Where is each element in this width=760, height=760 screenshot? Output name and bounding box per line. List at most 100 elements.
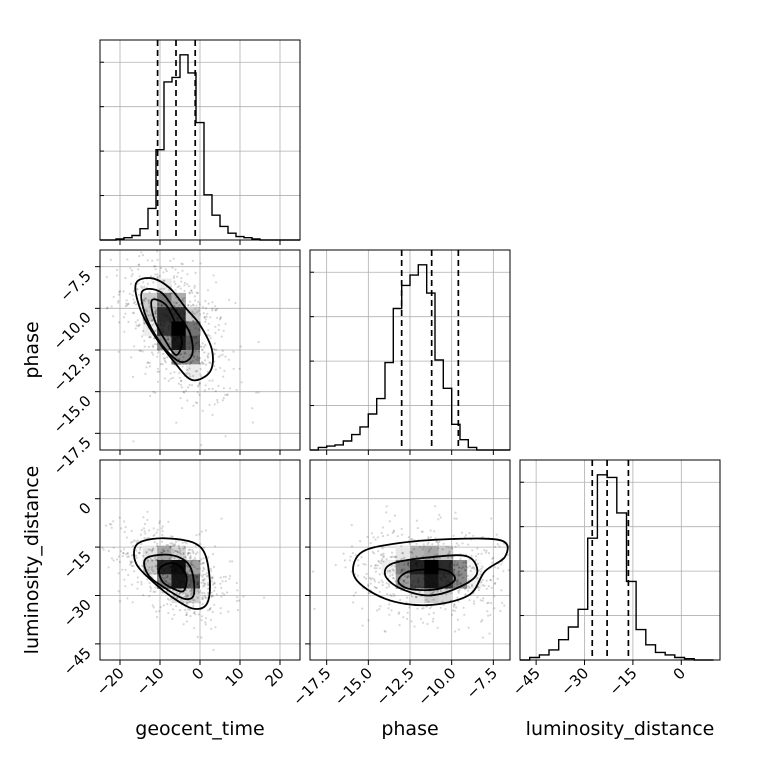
sample-point <box>131 294 134 297</box>
sample-point <box>188 383 191 387</box>
sample-point <box>134 321 137 324</box>
sample-point <box>418 559 421 562</box>
sample-point <box>457 574 460 578</box>
sample-point <box>379 553 382 557</box>
sample-point <box>176 561 179 564</box>
sample-point <box>139 546 142 549</box>
sample-point <box>124 526 127 529</box>
sample-point <box>169 334 172 337</box>
sample-point <box>187 594 190 597</box>
sample-point <box>187 608 190 611</box>
sample-point <box>389 593 392 596</box>
sample-point <box>186 386 190 389</box>
sample-point <box>154 391 157 394</box>
sample-point <box>159 551 163 554</box>
sample-point <box>487 585 490 588</box>
sample-point <box>410 564 413 567</box>
sample-point <box>463 569 467 572</box>
sample-point <box>164 572 167 575</box>
sample-point <box>154 590 157 593</box>
sample-point <box>156 367 160 370</box>
sample-point <box>448 565 451 569</box>
sample-point <box>138 263 141 266</box>
sample-point <box>189 375 192 378</box>
sample-point <box>493 582 496 586</box>
sample-point <box>185 362 188 365</box>
sample-point <box>412 565 415 568</box>
sample-point <box>149 549 152 552</box>
sample-point <box>214 305 217 308</box>
sample-point <box>122 290 125 293</box>
sample-point <box>131 564 134 568</box>
sample-point <box>167 348 170 351</box>
sample-point <box>400 527 403 531</box>
sample-point <box>217 324 220 327</box>
sample-point <box>453 568 456 571</box>
sample-point <box>190 289 193 292</box>
sample-point <box>450 556 454 559</box>
sample-point <box>201 342 204 345</box>
sample-point <box>162 604 165 607</box>
x-tick-label-luminosity-distance: 0 <box>670 664 689 683</box>
sample-point <box>169 577 172 580</box>
sample-point <box>118 560 121 564</box>
sample-point <box>410 583 413 586</box>
sample-point <box>473 600 476 603</box>
sample-point <box>417 561 421 564</box>
sample-point <box>187 552 190 555</box>
sample-point <box>130 541 133 544</box>
sample-point <box>168 565 171 568</box>
sample-point <box>183 556 186 559</box>
sample-point <box>206 356 210 359</box>
sample-point <box>173 613 176 616</box>
sample-point <box>123 578 126 581</box>
sample-point <box>382 552 385 555</box>
sample-point <box>162 570 165 573</box>
sample-point <box>130 561 133 564</box>
sample-point <box>197 357 200 360</box>
sample-point <box>173 280 176 283</box>
sample-point <box>490 586 493 590</box>
sample-point <box>374 570 377 573</box>
sample-point <box>168 583 171 587</box>
sample-point <box>146 259 149 262</box>
sample-point <box>427 550 431 553</box>
sample-point <box>365 572 368 576</box>
sample-point <box>173 567 176 570</box>
sample-point <box>174 328 177 331</box>
sample-point <box>140 564 144 567</box>
sample-point <box>154 586 157 589</box>
sample-point <box>136 539 140 542</box>
sample-point <box>194 335 197 338</box>
sample-point <box>151 559 154 562</box>
sample-point <box>132 440 135 443</box>
sample-point <box>195 291 198 294</box>
sample-point <box>191 590 194 593</box>
sample-point <box>199 601 202 604</box>
sample-point <box>391 574 394 577</box>
sample-point <box>227 358 230 361</box>
sample-point <box>380 579 383 582</box>
sample-point <box>198 309 201 312</box>
contour-geocent-time-luminosity-distance-2 <box>133 537 211 610</box>
sample-point <box>396 535 399 538</box>
sample-point <box>178 362 182 365</box>
sample-point <box>187 573 190 576</box>
sample-point <box>168 288 171 291</box>
sample-point <box>176 275 179 278</box>
sample-point <box>363 576 366 579</box>
sample-point <box>194 558 197 561</box>
sample-point <box>203 345 206 349</box>
sample-point <box>459 582 462 585</box>
sample-point <box>481 619 484 622</box>
sample-point <box>209 362 212 365</box>
sample-point <box>226 393 229 396</box>
sample-point <box>468 599 471 602</box>
sample-point <box>170 535 173 538</box>
sample-point <box>437 565 441 568</box>
sample-point <box>204 359 207 362</box>
sample-point <box>149 557 152 561</box>
sample-point <box>373 552 376 555</box>
sample-point <box>201 569 204 573</box>
sample-point <box>430 562 433 565</box>
